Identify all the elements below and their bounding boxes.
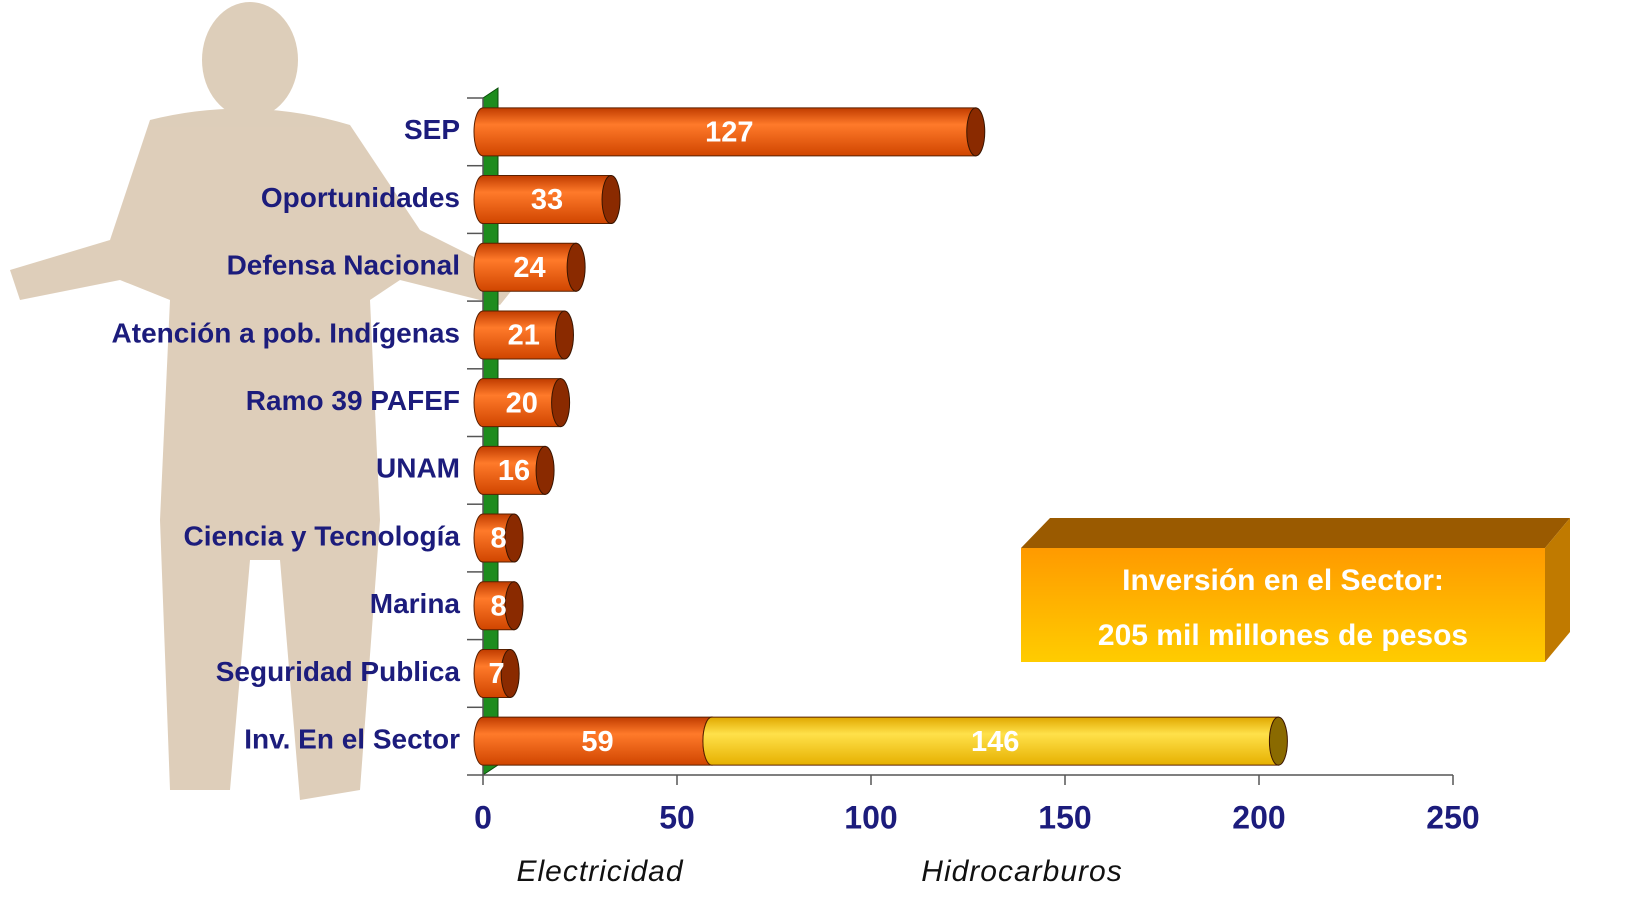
value-label: 33 [531,184,563,216]
bar-cap [966,107,986,157]
bar [473,513,524,563]
value-label: 24 [513,252,545,284]
category-label: Seguridad Publica [216,656,461,687]
bar-body [473,310,565,360]
value-label: 146 [971,726,1019,758]
bar [473,175,621,225]
bar-cap [551,378,571,428]
bar [473,648,520,698]
bar-body [473,242,577,292]
background-figure [10,2,520,801]
bar-body [473,107,977,157]
x-tick-label: 0 [474,799,492,835]
annotation: 205 mil millones de pesos [1098,619,1468,652]
legend-label: Electricidad [516,855,683,888]
bar-cap [504,581,524,631]
category-label: Ciencia y Tecnología [184,520,461,551]
value-label: 127 [705,117,753,149]
bar-body [473,378,562,428]
bar-cap [566,242,586,292]
bar [473,107,986,157]
value-label: 8 [490,523,506,555]
bar-cap [535,445,555,495]
category-label: Inv. En el Sector [244,724,460,755]
value-label: 59 [581,726,613,758]
category-label: Marina [370,588,461,619]
value-label: 21 [508,320,540,352]
bar [702,716,1288,766]
x-tick-label: 50 [659,799,695,835]
bar [473,445,555,495]
legend-label: Hidrocarburos [921,855,1122,888]
value-label: 8 [490,590,506,622]
x-tick-label: 250 [1426,799,1479,835]
x-tick-label: 150 [1038,799,1091,835]
value-label: 16 [498,455,530,487]
value-label: 7 [489,658,505,690]
bar-cap [601,175,621,225]
bar [473,242,586,292]
annotation-box: Inversión en el Sector: 205 mil millones… [1021,518,1570,662]
x-tick-label: 200 [1232,799,1285,835]
bar-body [473,175,612,225]
category-label: UNAM [376,453,460,484]
bar-body [473,648,511,698]
bar-body [473,716,713,766]
bar-cap [554,310,574,360]
category-label: Ramo 39 PAFEF [246,385,460,416]
x-tick-label: 100 [844,799,897,835]
bar-body [473,581,515,631]
bar-body [473,513,515,563]
bar [473,310,574,360]
category-label: Oportunidades [261,182,460,213]
bar [473,378,571,428]
category-label: Atención a pob. Indígenas [112,317,460,348]
annotation: Inversión en el Sector: [1122,564,1444,597]
bar-cap [1268,716,1288,766]
bar-body [702,716,1279,766]
bar-cap [500,648,520,698]
bar-cap [504,513,524,563]
bar [473,581,524,631]
category-label: SEP [404,114,460,145]
bar-body [473,445,546,495]
value-label: 20 [506,387,538,419]
category-label: Defensa Nacional [227,250,460,281]
